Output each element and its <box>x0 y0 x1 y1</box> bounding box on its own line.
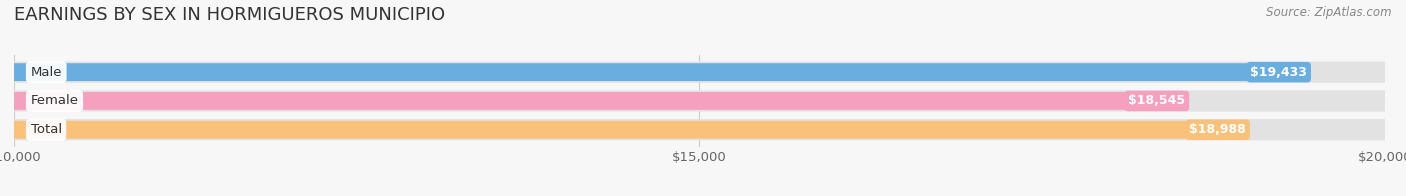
FancyBboxPatch shape <box>14 121 1246 139</box>
FancyBboxPatch shape <box>14 62 1385 83</box>
Text: EARNINGS BY SEX IN HORMIGUEROS MUNICIPIO: EARNINGS BY SEX IN HORMIGUEROS MUNICIPIO <box>14 6 446 24</box>
Text: Male: Male <box>31 66 62 79</box>
Text: $18,545: $18,545 <box>1129 94 1185 107</box>
Text: Female: Female <box>31 94 79 107</box>
Text: $19,433: $19,433 <box>1250 66 1308 79</box>
FancyBboxPatch shape <box>14 119 1385 140</box>
Text: $18,988: $18,988 <box>1189 123 1246 136</box>
Text: Total: Total <box>31 123 62 136</box>
FancyBboxPatch shape <box>14 92 1185 110</box>
Text: Source: ZipAtlas.com: Source: ZipAtlas.com <box>1267 6 1392 19</box>
FancyBboxPatch shape <box>14 63 1308 81</box>
FancyBboxPatch shape <box>14 90 1385 112</box>
